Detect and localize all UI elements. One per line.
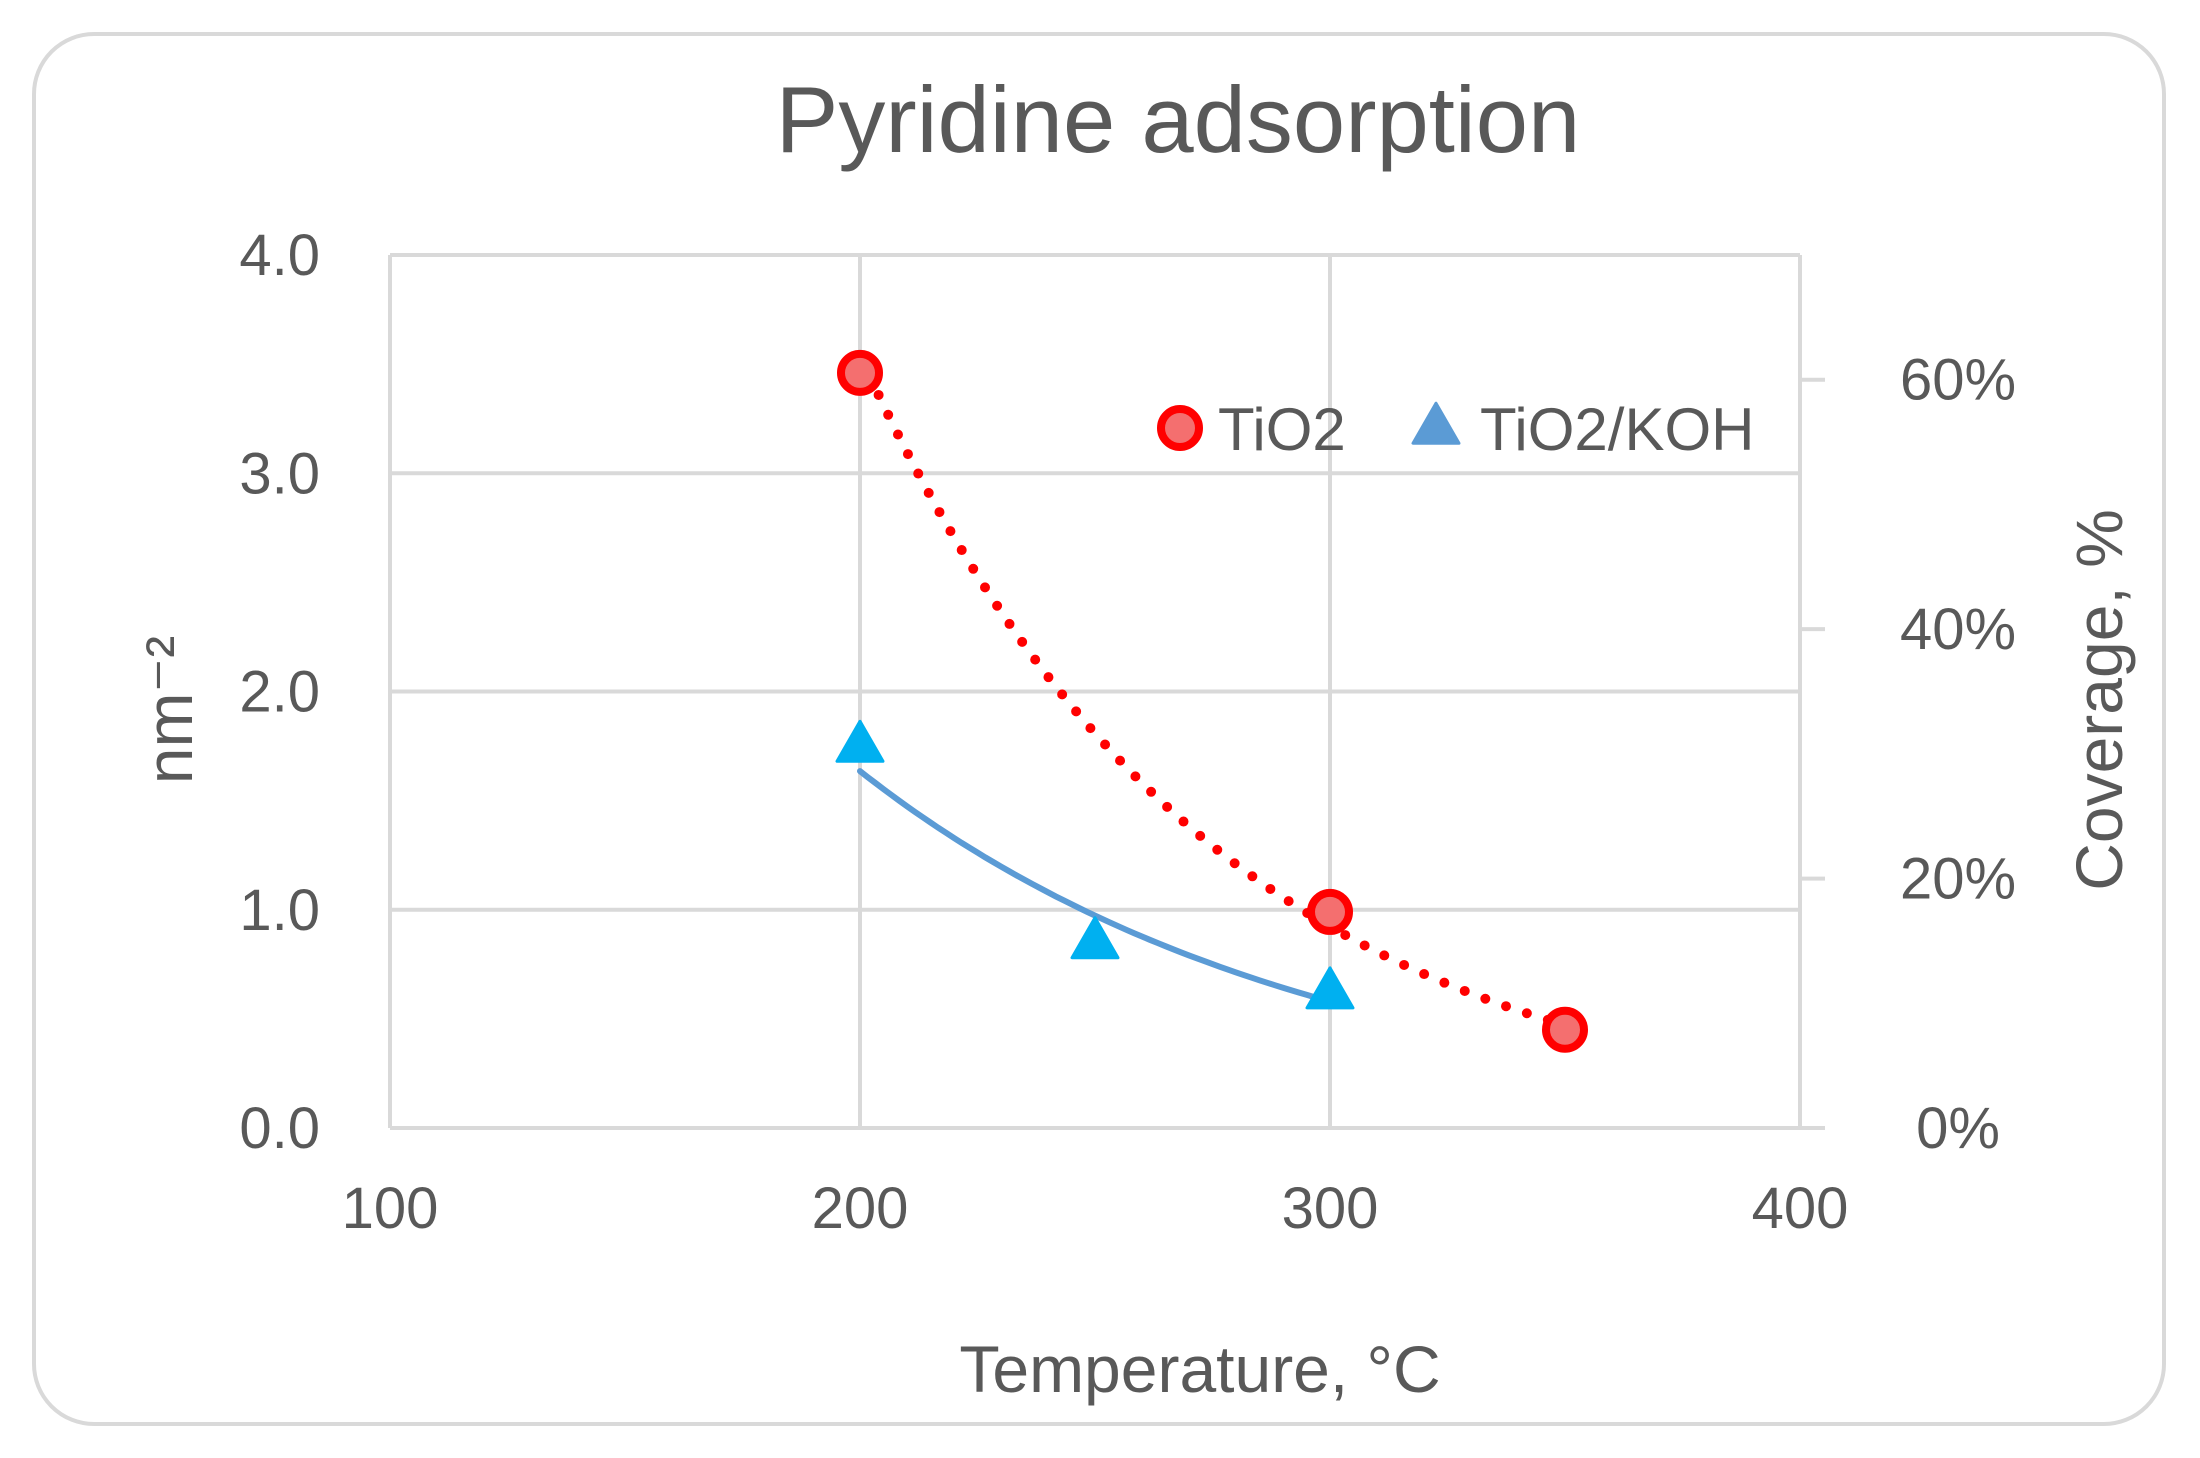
y2-tick-label: 60%: [1900, 348, 2016, 413]
legend: TiO2 TiO2/KOH: [1157, 396, 1754, 463]
legend-label-1: TiO2/KOH: [1480, 396, 1754, 463]
x-tick-label: 400: [1752, 1176, 1849, 1241]
y2-tick-label: 40%: [1900, 597, 2016, 662]
legend-marker-0: [1157, 405, 1203, 451]
data-point-series1: [1070, 916, 1120, 960]
y-tick-label: 0.0: [239, 1096, 320, 1161]
data-point-series1: [1305, 966, 1355, 1010]
y2-tick-label: 20%: [1900, 847, 2016, 912]
y-axis-label: nm⁻²: [132, 636, 206, 785]
x-tick-label: 100: [342, 1176, 439, 1241]
y2-axis-label: Coverage, %: [2062, 509, 2136, 891]
x-axis-label: Temperature, °C: [959, 1332, 1440, 1406]
legend-label-0: TiO2: [1218, 396, 1346, 463]
x-tick-label: 300: [1282, 1176, 1379, 1241]
y-tick-label: 2.0: [239, 660, 320, 725]
y-tick-label: 1.0: [239, 878, 320, 943]
tick-labels: 0.0 1.0 2.0 3.0 4.0 100 200 300 400 0% 20% 40% 60%: [239, 223, 2016, 1241]
y-tick-label: 3.0: [239, 441, 320, 506]
axes: [388, 255, 1825, 1130]
trendline-0: [855, 350, 1570, 1031]
chart-title: Pyridine adsorption: [776, 67, 1581, 172]
legend-marker-1: [1411, 401, 1461, 445]
data-point-series0: [1307, 888, 1353, 935]
trendline-1: [857, 768, 1333, 1005]
chart-frame: [32, 32, 2166, 1426]
data-point-series0: [1542, 1006, 1588, 1053]
data-points: [835, 349, 1588, 1053]
data-point-series0: [837, 349, 883, 396]
trendlines: [855, 350, 1570, 1031]
y2-tick-label: 0%: [1916, 1096, 2000, 1161]
y-tick-label: 4.0: [239, 223, 320, 288]
x-tick-label: 200: [812, 1176, 909, 1241]
data-point-series1: [835, 719, 885, 763]
